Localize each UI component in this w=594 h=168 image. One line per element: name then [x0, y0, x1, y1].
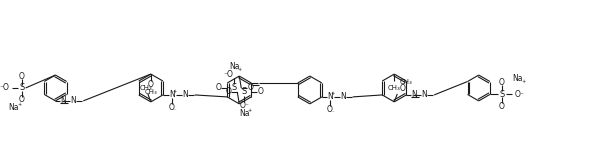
Text: O: O — [499, 102, 505, 111]
Text: N: N — [182, 90, 188, 99]
Text: N: N — [61, 96, 67, 105]
Text: O: O — [247, 83, 253, 92]
Text: +: + — [173, 89, 177, 94]
Text: ⁻O: ⁻O — [0, 83, 10, 92]
Text: +: + — [522, 79, 526, 84]
Text: S: S — [242, 88, 247, 96]
Text: N: N — [412, 90, 417, 99]
Text: CH₃: CH₃ — [144, 89, 157, 95]
Text: CH₃: CH₃ — [399, 79, 412, 85]
Text: O: O — [19, 72, 24, 80]
Text: +: + — [247, 108, 251, 113]
Text: Na: Na — [229, 62, 239, 71]
Text: O: O — [19, 95, 24, 104]
Text: ⁻: ⁻ — [331, 110, 334, 115]
Text: CH₃: CH₃ — [388, 85, 400, 91]
Text: +: + — [18, 102, 22, 107]
Text: S: S — [232, 83, 237, 92]
Text: S: S — [19, 83, 24, 92]
Text: O⁻: O⁻ — [239, 101, 249, 110]
Text: O: O — [499, 78, 505, 87]
Text: ⁻O: ⁻O — [223, 70, 233, 79]
Text: O: O — [148, 80, 154, 90]
Text: N: N — [421, 90, 427, 99]
Text: Na: Na — [239, 109, 249, 118]
Text: N: N — [327, 92, 333, 101]
Text: S: S — [499, 90, 504, 99]
Text: O⁻: O⁻ — [515, 90, 525, 99]
Text: Na: Na — [513, 74, 523, 83]
Text: O: O — [327, 105, 333, 114]
Text: O: O — [225, 88, 231, 96]
Text: +: + — [331, 91, 335, 96]
Text: Na: Na — [8, 103, 19, 112]
Text: O: O — [216, 83, 222, 92]
Text: +: + — [237, 67, 241, 72]
Text: N: N — [169, 90, 175, 99]
Text: CH₃: CH₃ — [140, 85, 152, 91]
Text: ⁻: ⁻ — [173, 108, 176, 113]
Text: O: O — [257, 88, 263, 96]
Text: O: O — [399, 85, 405, 93]
Text: N: N — [71, 96, 76, 105]
Text: O: O — [169, 103, 175, 112]
Text: N: N — [340, 92, 346, 101]
